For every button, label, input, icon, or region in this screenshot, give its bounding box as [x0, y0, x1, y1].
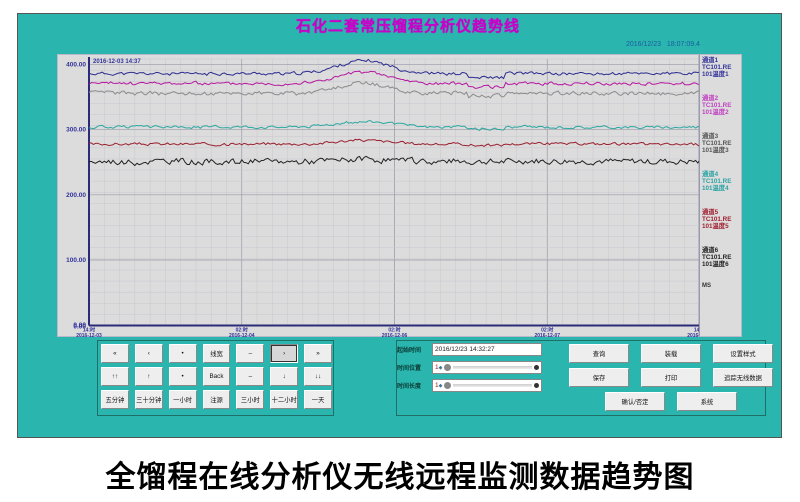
svg-text:400.00: 400.00 — [66, 62, 86, 69]
svg-text:100.00: 100.00 — [66, 257, 86, 264]
svg-text:200.00: 200.00 — [66, 192, 86, 199]
svg-text:2016-12-06: 2016-12-06 — [382, 333, 408, 338]
svg-text:300.00: 300.00 — [66, 127, 86, 134]
svg-text:2016-12-03: 2016-12-03 — [76, 333, 102, 338]
svg-text:2016-12-03 14:37: 2016-12-03 14:37 — [93, 59, 141, 65]
svg-text:2016-12-07: 2016-12-07 — [534, 333, 560, 338]
svg-text:2016-12-04: 2016-12-04 — [229, 333, 255, 338]
svg-text:0.00: 0.00 — [73, 324, 86, 331]
